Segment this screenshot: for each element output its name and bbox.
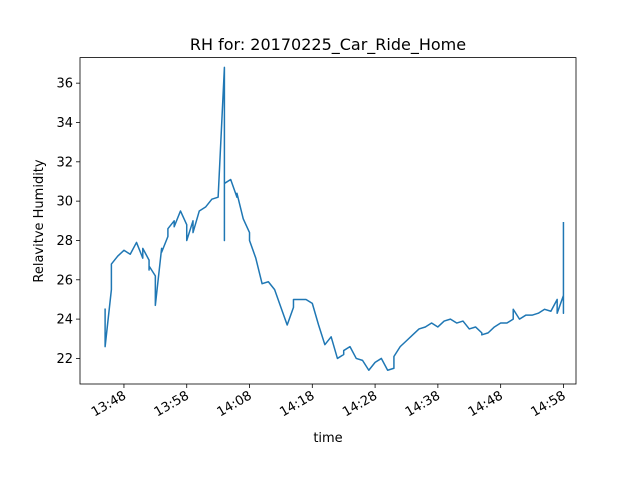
- y-tick-label: 30: [56, 195, 73, 210]
- y-tick-label: 36: [56, 77, 73, 92]
- x-tick-label: 14:38: [403, 388, 443, 420]
- x-tick-label: 13:48: [89, 388, 129, 420]
- x-tick-label: 14:18: [277, 388, 317, 420]
- y-tick-label: 28: [56, 234, 73, 249]
- axes-frame: [79, 57, 577, 385]
- rh-series-line: [104, 66, 565, 371]
- x-axis-label: time: [313, 431, 342, 446]
- y-tick-label: 32: [56, 155, 73, 170]
- x-tick-label: 13:58: [152, 388, 192, 420]
- x-tick-label: 14:58: [528, 388, 568, 420]
- y-axis-ticks: 22 24 26 28 30 32 34 36: [56, 77, 80, 367]
- y-tick-label: 34: [56, 116, 73, 131]
- y-tick-label: 24: [56, 313, 73, 328]
- x-tick-label: 14:48: [466, 388, 506, 420]
- plot-area: [104, 66, 565, 371]
- chart-title: RH for: 20170225_Car_Ride_Home: [190, 35, 466, 55]
- y-axis-label: Relavitve Humidity: [32, 159, 47, 283]
- x-tick-label: 14:28: [340, 388, 380, 420]
- x-tick-label: 14:08: [215, 388, 255, 420]
- y-tick-label: 22: [56, 352, 73, 367]
- y-tick-label: 26: [56, 273, 73, 288]
- x-axis-ticks: 13:48 13:58 14:08 14:18 14:28 14:38 14:48 14:58: [89, 384, 568, 420]
